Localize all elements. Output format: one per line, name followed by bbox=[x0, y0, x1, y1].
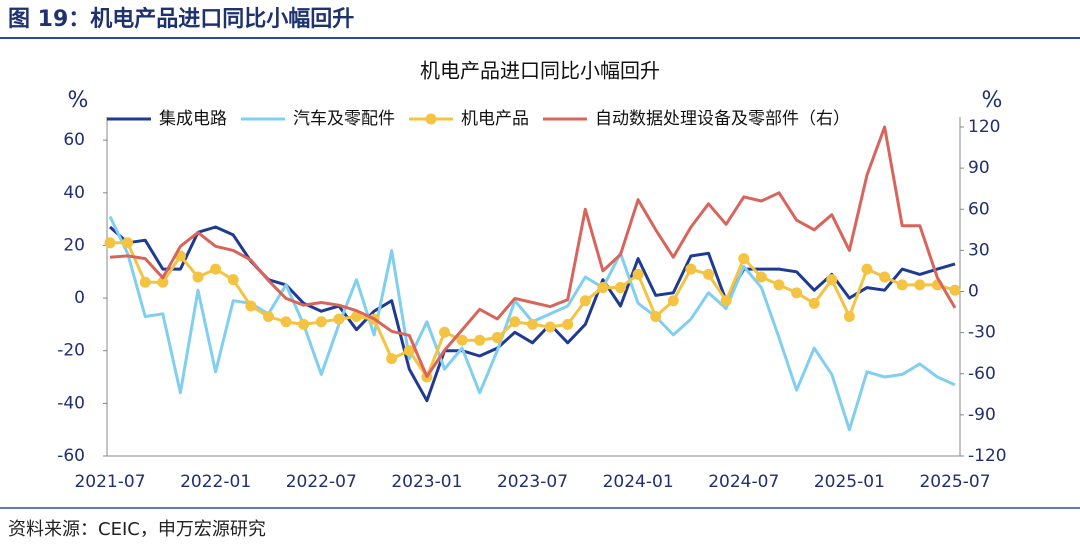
y-tick-label: -60 bbox=[57, 446, 85, 466]
series-marker bbox=[843, 311, 855, 323]
series-marker bbox=[650, 311, 662, 323]
series-marker bbox=[597, 282, 609, 294]
series-marker bbox=[808, 297, 820, 309]
series-marker bbox=[139, 276, 151, 288]
series-marker bbox=[227, 274, 239, 286]
y-unit: % bbox=[68, 88, 89, 113]
series-marker bbox=[403, 345, 415, 357]
x-tick-label: 2025-01 bbox=[814, 472, 885, 492]
series-marker bbox=[122, 237, 134, 249]
x-tick-label: 2023-01 bbox=[391, 472, 462, 492]
series-marker bbox=[791, 287, 803, 299]
series-marker bbox=[879, 271, 891, 283]
series-marker bbox=[509, 316, 521, 328]
series-marker bbox=[104, 237, 116, 249]
legend-label: 集成电路 bbox=[159, 109, 227, 129]
series-marker bbox=[615, 282, 627, 294]
series-line bbox=[110, 241, 956, 379]
series-marker bbox=[949, 284, 961, 296]
y-tick-label: 60 bbox=[63, 130, 85, 150]
series-marker bbox=[157, 276, 169, 288]
x-tick-label: 2022-07 bbox=[286, 472, 357, 492]
series-marker bbox=[527, 318, 538, 330]
y2-unit: % bbox=[982, 88, 1003, 113]
y2-tick-label: 120 bbox=[968, 117, 1000, 137]
series-marker bbox=[579, 295, 591, 307]
chart-title: 机电产品进口同比小幅回升 bbox=[420, 59, 660, 83]
legend-label: 汽车及零配件 bbox=[293, 109, 395, 129]
series-marker bbox=[245, 300, 257, 312]
series-marker bbox=[210, 263, 222, 275]
series-marker bbox=[350, 311, 362, 323]
series-marker bbox=[315, 316, 327, 328]
series-marker bbox=[685, 263, 697, 275]
y2-tick-label: 90 bbox=[968, 158, 990, 178]
y-tick-label: -20 bbox=[57, 341, 85, 361]
legend-marker bbox=[425, 113, 437, 125]
series-marker bbox=[632, 268, 644, 280]
source: 资料来源：CEIC，申万宏源研究 bbox=[8, 519, 266, 540]
series-marker bbox=[280, 316, 292, 328]
x-tick-label: 2023-07 bbox=[497, 472, 568, 492]
x-tick-label: 2025-07 bbox=[919, 472, 990, 492]
y2-tick-label: -60 bbox=[968, 364, 996, 384]
series-marker bbox=[703, 268, 715, 280]
series-marker bbox=[544, 321, 556, 333]
x-tick-label: 2022-01 bbox=[180, 472, 251, 492]
series-marker bbox=[456, 334, 468, 346]
legend-label: 自动数据处理设备及零部件（右） bbox=[595, 109, 850, 129]
series-marker bbox=[192, 271, 204, 283]
series-marker bbox=[773, 279, 785, 291]
y2-tick-label: 60 bbox=[968, 199, 990, 219]
y2-tick-label: -30 bbox=[968, 323, 996, 343]
series-marker bbox=[333, 313, 345, 325]
series-marker bbox=[474, 334, 486, 346]
series-marker bbox=[438, 326, 450, 338]
series-marker bbox=[262, 311, 274, 323]
page-title: 图 19：机电产品进口同比小幅回升 bbox=[8, 7, 354, 32]
y2-tick-label: 0 bbox=[968, 282, 979, 302]
y-tick-label: 40 bbox=[63, 183, 85, 203]
series-marker bbox=[896, 279, 908, 291]
series-marker bbox=[667, 295, 679, 307]
y2-tick-label: 30 bbox=[968, 240, 990, 260]
y2-tick-label: -120 bbox=[968, 446, 1007, 466]
x-tick-label: 2021-07 bbox=[74, 472, 145, 492]
y-tick-label: 0 bbox=[74, 288, 85, 308]
legend-label: 机电产品 bbox=[461, 109, 529, 129]
series-marker bbox=[298, 318, 310, 330]
series-marker bbox=[720, 295, 732, 307]
series-marker bbox=[826, 274, 838, 286]
x-tick-label: 2024-01 bbox=[603, 472, 674, 492]
series-line bbox=[109, 125, 957, 378]
series-marker bbox=[861, 263, 873, 275]
series-marker bbox=[755, 271, 767, 283]
series-marker bbox=[562, 318, 574, 330]
series-marker bbox=[491, 332, 503, 344]
y-tick-label: -40 bbox=[57, 393, 85, 413]
series-marker bbox=[386, 353, 398, 365]
y-tick-label: 20 bbox=[63, 235, 85, 255]
series-marker bbox=[914, 279, 926, 291]
x-tick-label: 2024-07 bbox=[708, 472, 779, 492]
y2-tick-label: -90 bbox=[968, 405, 996, 425]
series-marker bbox=[738, 253, 750, 265]
